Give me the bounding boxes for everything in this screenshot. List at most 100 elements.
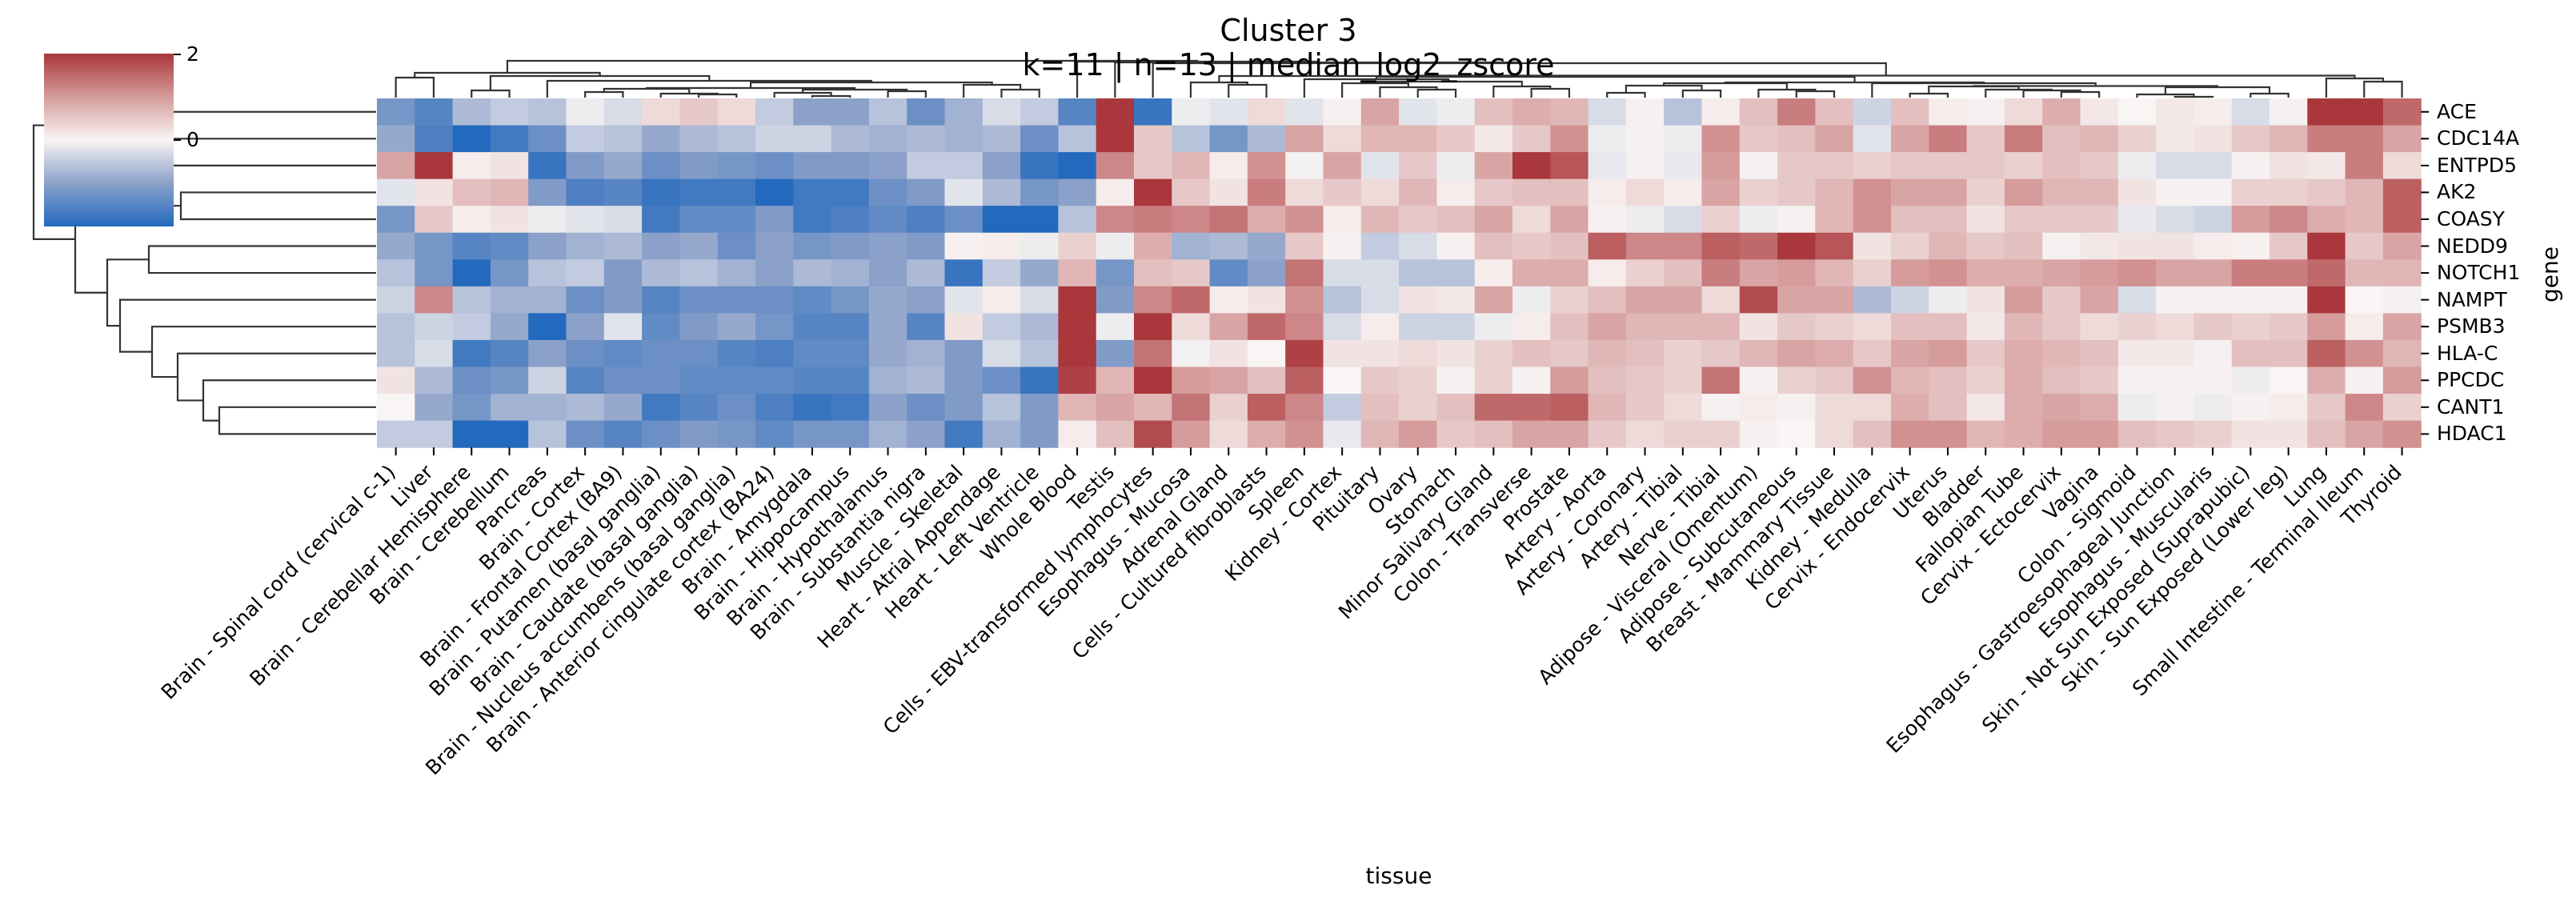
heatmap-cell — [2117, 366, 2157, 394]
heatmap-cell — [1096, 259, 1135, 287]
heatmap-cell — [642, 152, 680, 180]
dendrogram-link — [2363, 80, 2403, 98]
heatmap-cell — [1625, 366, 1665, 394]
heatmap-cell — [944, 366, 984, 394]
heatmap-cell — [566, 286, 605, 314]
heatmap-cell — [377, 420, 415, 448]
heatmap-cell — [944, 152, 984, 180]
heatmap-cell — [603, 366, 643, 394]
dendrogram-link — [2249, 92, 2290, 98]
dendrogram-link — [1530, 87, 1571, 98]
y-tick-label: ACE — [2437, 99, 2477, 123]
heatmap-cell — [2193, 125, 2233, 153]
heatmap-cell — [2193, 339, 2233, 368]
heatmap-cell — [1323, 286, 1362, 314]
heatmap-cell — [1853, 206, 1892, 234]
heatmap-cell — [755, 206, 794, 234]
heatmap-cell — [642, 178, 680, 206]
dendrogram-link — [1228, 83, 1268, 98]
heatmap-cell — [2193, 98, 2233, 126]
heatmap-cell — [1096, 394, 1135, 422]
heatmap-cell — [755, 232, 794, 260]
heatmap-cell — [2042, 286, 2081, 314]
heatmap-cell — [2231, 313, 2270, 341]
heatmap-cell — [566, 339, 605, 368]
heatmap-cell — [2307, 313, 2346, 341]
heatmap-cell — [1323, 420, 1362, 448]
heatmap-cell — [2345, 152, 2384, 180]
heatmap-cell — [642, 98, 680, 126]
heatmap-cell — [1058, 286, 1097, 314]
heatmap-cell — [2307, 98, 2346, 126]
heatmap-cell — [2042, 394, 2081, 422]
y-tick-label: NEDD9 — [2437, 234, 2508, 258]
heatmap-cell — [1966, 286, 2005, 314]
heatmap-cell — [1172, 206, 1211, 234]
heatmap-cell — [1588, 206, 1627, 234]
heatmap-cell — [603, 206, 643, 234]
heatmap-cell — [1172, 152, 1211, 180]
heatmap-cell — [1323, 206, 1362, 234]
dendrogram-link — [179, 191, 376, 221]
heatmap-cell — [868, 286, 907, 314]
heatmap-cell — [1664, 286, 1703, 314]
heatmap-cell — [982, 152, 1021, 180]
dendrogram-link — [697, 93, 738, 98]
heatmap-cell — [1777, 259, 1816, 287]
heatmap-cell — [1966, 366, 2005, 394]
heatmap-cell — [1625, 394, 1665, 422]
y-tick-label: NOTCH1 — [2437, 261, 2521, 285]
heatmap-cell — [1815, 286, 1854, 314]
heatmap-cell — [982, 339, 1021, 368]
heatmap-cell — [1929, 313, 1968, 341]
heatmap-cell — [1360, 125, 1400, 153]
heatmap-cell — [1512, 259, 1551, 287]
heatmap-cell — [1815, 339, 1854, 368]
heatmap-cell — [1474, 152, 1513, 180]
heatmap-cell — [2156, 152, 2194, 180]
heatmap-cell — [868, 339, 907, 368]
colorbar — [44, 54, 174, 226]
heatmap-cell — [603, 394, 643, 422]
heatmap-cell — [1020, 394, 1059, 422]
heatmap-cell — [2004, 206, 2043, 234]
y-tick-label: COASY — [2437, 206, 2505, 230]
heatmap-cell — [1625, 339, 1665, 368]
heatmap-cell — [1058, 259, 1097, 287]
heatmap-cell — [642, 125, 680, 153]
heatmap-cell — [1929, 366, 1968, 394]
heatmap-cell — [868, 125, 907, 153]
heatmap-cell — [2080, 232, 2119, 260]
heatmap-cell — [1209, 313, 1248, 341]
heatmap-cell — [1891, 286, 1929, 314]
heatmap-cell — [2156, 394, 2194, 422]
heatmap-cell — [717, 286, 756, 314]
heatmap-cell — [1360, 420, 1400, 448]
heatmap-cell — [566, 152, 605, 180]
heatmap-cell — [452, 178, 491, 206]
heatmap-cell — [1285, 206, 1324, 234]
heatmap-cell — [2080, 259, 2119, 287]
heatmap-cell — [1209, 178, 1248, 206]
heatmap-cell — [2004, 339, 2043, 368]
heatmap-cell — [755, 152, 794, 180]
heatmap-cell — [1664, 178, 1703, 206]
heatmap-cell — [1739, 206, 1778, 234]
heatmap-cell — [679, 339, 719, 368]
heatmap-cell — [2307, 420, 2346, 448]
heatmap-cell — [377, 366, 415, 394]
heatmap-cell — [907, 394, 946, 422]
heatmap-cell — [528, 152, 567, 180]
heatmap-cell — [944, 178, 984, 206]
dendrogram-link — [811, 94, 851, 98]
heatmap-cells — [377, 98, 2422, 448]
heatmap-cell — [1891, 178, 1929, 206]
heatmap-cell — [2117, 125, 2157, 153]
heatmap-cell — [1701, 366, 1741, 394]
heatmap-cell — [1739, 366, 1778, 394]
heatmap-cell — [2307, 206, 2346, 234]
heatmap-cell — [2307, 259, 2346, 287]
heatmap-cell — [1323, 394, 1362, 422]
heatmap-cell — [528, 232, 567, 260]
heatmap-cell — [868, 232, 907, 260]
